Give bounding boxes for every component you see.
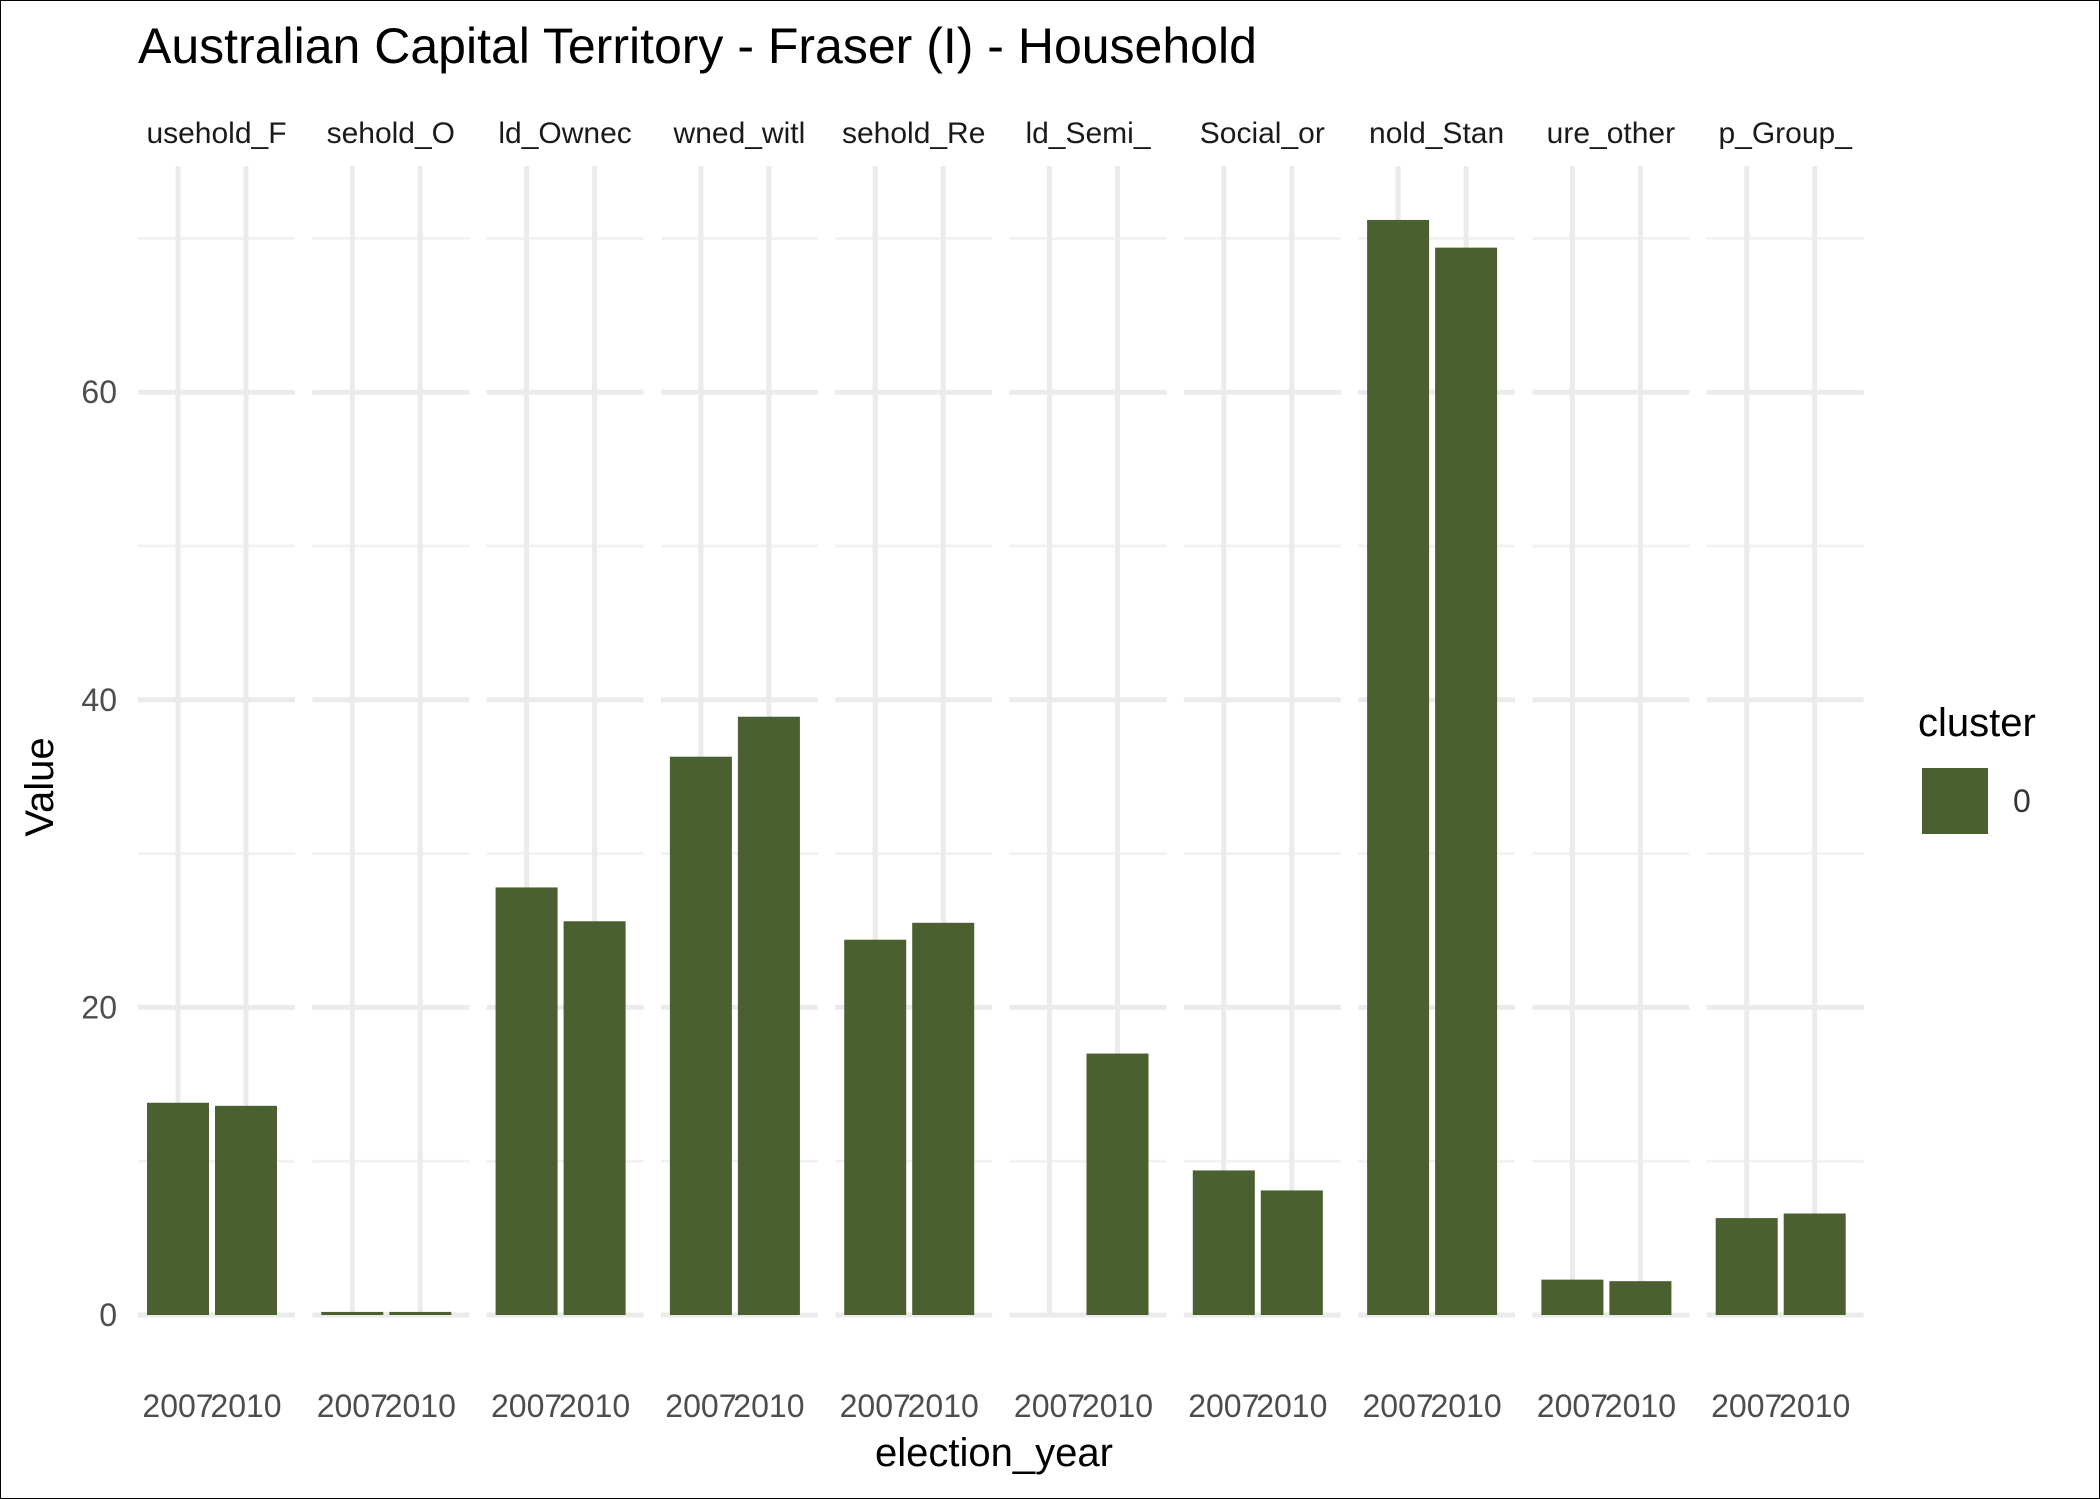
bar (1367, 219, 1430, 1316)
y-tick-label: 0 (99, 1297, 117, 1333)
chart-title: Australian Capital Territory - Fraser (I… (138, 18, 1257, 74)
bar (844, 939, 907, 1315)
facet-strip-label: p_Group_ (1718, 117, 1853, 150)
bar (1260, 1190, 1323, 1315)
bar (1609, 1281, 1672, 1315)
bar (563, 921, 626, 1315)
x-tick-label: 2010 (1431, 1388, 1502, 1424)
x-tick-label: 2010 (1779, 1388, 1850, 1424)
x-tick-label: 2007 (1014, 1388, 1085, 1424)
facet-strip-label: ld_Semi_ (1025, 117, 1151, 150)
x-axis-title: election_year (875, 1431, 1113, 1475)
bar (389, 1311, 452, 1315)
x-tick-label: 2007 (1363, 1388, 1434, 1424)
x-tick-label: 2007 (491, 1388, 562, 1424)
x-tick-label: 2010 (385, 1388, 456, 1424)
bar (669, 756, 732, 1315)
facet-panels: 20072010usehold_F20072010sehold_O2007201… (138, 117, 1864, 1424)
facet-strip-label: Social_or (1200, 117, 1325, 150)
x-tick-label: 2007 (1188, 1388, 1259, 1424)
facet-strip-label: ld_Ownec (498, 117, 631, 150)
bar (912, 922, 975, 1315)
bar (321, 1311, 384, 1315)
bar (1783, 1213, 1846, 1315)
y-tick-label: 60 (81, 374, 117, 410)
bar (215, 1105, 277, 1315)
x-tick-label: 2010 (908, 1388, 979, 1424)
x-tick-label: 2007 (1537, 1388, 1608, 1424)
y-tick-label: 40 (81, 682, 117, 718)
x-tick-label: 2010 (733, 1388, 804, 1424)
facet-strip-label: sehold_O (327, 117, 455, 150)
legend-title: cluster (1918, 701, 2036, 745)
y-axis: 0 20 40 60 (81, 374, 117, 1333)
x-tick-label: 2010 (210, 1388, 281, 1424)
x-tick-label: 2007 (665, 1388, 736, 1424)
legend-key-cluster-0 (1922, 768, 1988, 834)
x-tick-label: 2007 (317, 1388, 388, 1424)
bar (1541, 1279, 1604, 1315)
bar (147, 1102, 209, 1315)
y-axis-title: Value (18, 737, 62, 836)
facet-strip-label: usehold_F (146, 117, 286, 150)
bar (495, 887, 558, 1315)
facet-strip-label: sehold_Re (842, 117, 985, 150)
x-tick-label: 2010 (1605, 1388, 1676, 1424)
bar (1715, 1218, 1778, 1315)
x-tick-label: 2010 (559, 1388, 630, 1424)
x-tick-label: 2010 (1256, 1388, 1327, 1424)
facet-strip-label: ure_other (1547, 117, 1675, 150)
legend: cluster 0 (1918, 701, 2036, 834)
legend-label-cluster-0: 0 (2013, 783, 2031, 819)
x-tick-label: 2007 (840, 1388, 911, 1424)
bar (737, 716, 800, 1315)
y-tick-label: 20 (81, 989, 117, 1025)
x-tick-label: 2007 (142, 1388, 213, 1424)
bar (1086, 1053, 1149, 1315)
x-tick-label: 2007 (1711, 1388, 1782, 1424)
facet-strip-label: nold_Stan (1369, 117, 1504, 150)
bar (1192, 1170, 1255, 1315)
x-tick-label: 2010 (1082, 1388, 1153, 1424)
bar (1435, 247, 1498, 1315)
facet-strip-label: wned_witl (673, 117, 806, 150)
